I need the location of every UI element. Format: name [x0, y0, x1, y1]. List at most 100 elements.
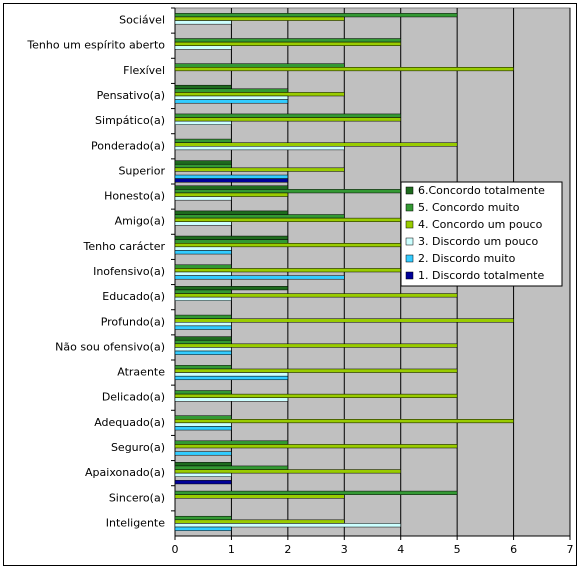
bar	[174, 217, 401, 222]
y-tick-label: Amigo(a)	[115, 215, 165, 228]
bar	[174, 347, 232, 352]
bar	[174, 289, 232, 294]
x-tick-label: 2	[284, 543, 291, 556]
bar	[174, 250, 232, 255]
bar	[174, 92, 345, 97]
bar	[174, 221, 232, 226]
y-tick-label: Honesto(a)	[104, 190, 165, 203]
bar	[174, 63, 345, 68]
bar	[174, 393, 458, 398]
y-tick-label: Apaixonado(a)	[85, 466, 165, 479]
y-tick-label: Simpático(a)	[95, 114, 165, 127]
y-tick-label: Tenho um espírito aberto	[26, 39, 165, 52]
y-tick-label: Adequado(a)	[94, 416, 165, 429]
bar	[174, 189, 401, 194]
bar	[174, 20, 232, 25]
legend-swatch	[405, 186, 414, 195]
bar	[174, 88, 289, 93]
legend-box	[400, 181, 563, 287]
bar	[174, 462, 232, 467]
bar	[174, 336, 232, 341]
y-tick-label: Atraente	[117, 366, 165, 379]
bar	[174, 264, 232, 269]
x-tick-label: 0	[172, 543, 179, 556]
bar	[174, 146, 345, 151]
legend-label: 1. Discordo totalmente	[418, 269, 544, 282]
y-tick-label: Ponderado(a)	[91, 139, 165, 152]
y-tick-label: Profundo(a)	[101, 315, 165, 328]
bar	[174, 440, 289, 445]
bar	[174, 426, 232, 431]
bar	[174, 350, 232, 355]
bar	[174, 515, 232, 521]
bar	[174, 16, 345, 21]
bar	[174, 419, 514, 424]
bar	[174, 243, 401, 248]
bar	[174, 178, 289, 183]
bar	[174, 286, 289, 291]
y-tick-label: Sociável	[119, 14, 165, 27]
bar	[174, 142, 458, 147]
bar	[174, 196, 232, 201]
bar	[174, 422, 232, 427]
legend-swatch	[405, 220, 414, 229]
y-tick-label: Não sou ofensivo(a)	[55, 340, 165, 353]
bar	[174, 372, 289, 377]
bar	[174, 390, 232, 395]
legend-swatch	[405, 271, 414, 280]
y-tick-label: Inofensivo(a)	[93, 265, 165, 278]
bar	[174, 41, 401, 46]
bar	[174, 192, 289, 197]
y-tick-label: Delicado(a)	[102, 391, 165, 404]
bar	[174, 318, 514, 323]
bar	[174, 235, 289, 240]
bar	[174, 95, 289, 100]
bar	[174, 322, 232, 327]
y-tick-label: Sincero(a)	[109, 491, 165, 504]
bar	[174, 113, 401, 118]
bar	[174, 526, 232, 531]
bar	[174, 67, 514, 72]
bar	[174, 239, 289, 244]
y-tick-label: Tenho carácter	[83, 240, 166, 253]
bar	[174, 490, 458, 495]
bar	[174, 397, 289, 402]
bar	[174, 167, 345, 172]
bar	[174, 494, 345, 499]
bar	[174, 174, 289, 179]
bar	[174, 472, 232, 477]
bar	[174, 343, 458, 348]
bar	[174, 99, 289, 104]
y-tick-label: Flexível	[123, 64, 165, 77]
bar	[174, 375, 289, 381]
bar	[174, 117, 401, 122]
legend-swatch	[405, 203, 414, 212]
bar	[174, 210, 289, 215]
bar	[174, 480, 232, 485]
bar	[174, 246, 232, 251]
legend-swatch	[405, 237, 414, 246]
bar	[174, 519, 345, 524]
bar	[174, 185, 289, 190]
legend-swatch	[405, 254, 414, 263]
x-tick-label: 7	[567, 543, 574, 556]
x-tick-label: 5	[454, 543, 461, 556]
bar	[174, 13, 458, 18]
bar	[174, 268, 401, 273]
bar	[174, 293, 458, 298]
bar	[174, 469, 401, 474]
bar	[174, 339, 232, 345]
bar	[174, 444, 458, 449]
bar	[174, 138, 232, 143]
x-tick-label: 6	[510, 543, 517, 556]
y-tick-label: Inteligente	[106, 516, 165, 529]
x-tick-label: 1	[228, 543, 235, 556]
bar	[174, 451, 232, 456]
x-tick-label: 4	[397, 543, 404, 556]
x-tick-label: 3	[341, 543, 348, 556]
legend-label: 4. Concordo um pouco	[418, 218, 543, 231]
legend-label: 5. Concordo muito	[418, 201, 520, 214]
legend-label: 3. Discordo um pouco	[418, 235, 538, 248]
bar	[174, 465, 289, 470]
